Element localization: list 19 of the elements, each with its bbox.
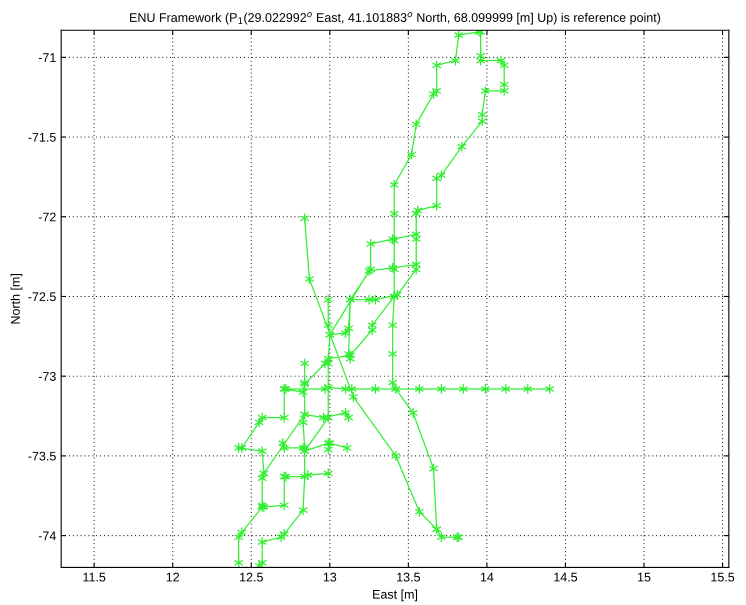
x-tick-label: 12.5: [240, 572, 263, 582]
y-tick-label: -73: [38, 372, 56, 381]
x-tick-label: 13.5: [397, 572, 420, 582]
x-tick-label: 12: [166, 572, 180, 582]
y-tick-label: -73.5: [28, 452, 56, 461]
y-tick-label: -71: [38, 53, 56, 62]
y-tick-label: -71.5: [28, 132, 56, 142]
y-tick-label: -72.5: [28, 292, 56, 302]
x-axis-title: East [m]: [373, 590, 418, 602]
x-tick-label: 15: [638, 572, 650, 582]
x-tick-label: 13: [324, 572, 336, 582]
chart-title: ENU Framework (P$_{1}$(29.022992$^{o}$ East, 41.101883$^{o}$ North, 68.099999 [m] Up) is reference point): [130, 12, 660, 24]
x-tick-label: 14.5: [554, 572, 578, 582]
x-tick-label: 15.5: [711, 572, 734, 582]
y-axis-title: North [m]: [10, 274, 22, 324]
x-tick-label: 11.5: [83, 572, 106, 582]
y-tick-label: -72: [38, 212, 56, 222]
y-tick-label: -74: [38, 532, 56, 540]
x-tick-label: 14: [480, 572, 494, 582]
